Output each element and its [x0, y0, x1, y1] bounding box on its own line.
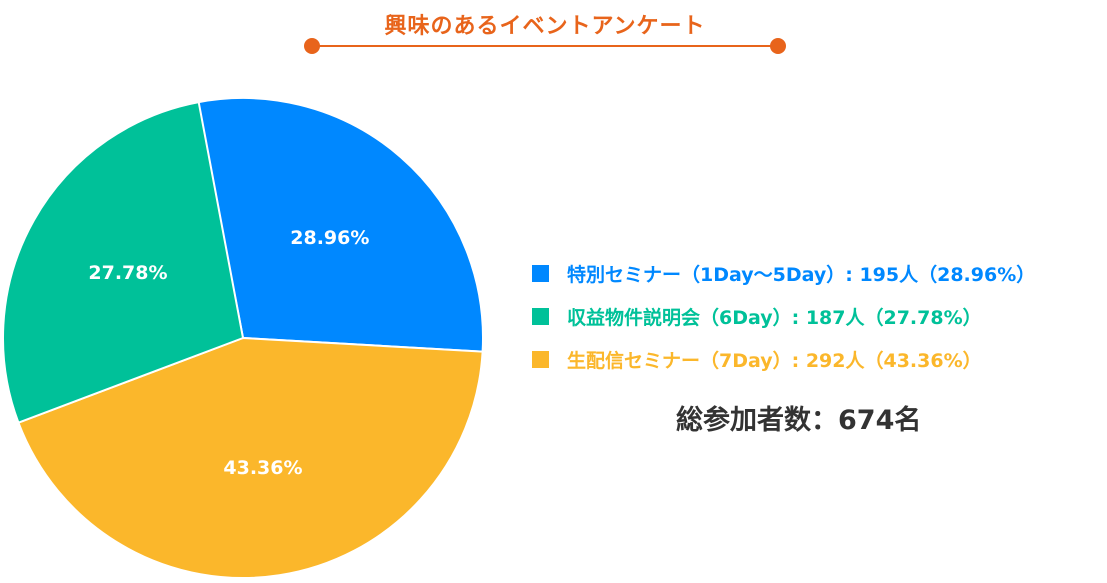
legend-label: 収益物件説明会（6Day）: 187人（27.78%）: [567, 307, 982, 329]
legend-swatch: [532, 265, 549, 282]
chart-title: 興味のあるイベントアンケート: [384, 14, 706, 39]
chart-title-block: 興味のあるイベントアンケート: [300, 4, 790, 54]
title-underline: [312, 45, 778, 47]
slice-label: 28.96%: [290, 227, 369, 249]
pie-slice: [17, 336, 484, 579]
legend-label: 特別セミナー（1Day〜5Day）: 195人（28.96%）: [567, 264, 1036, 286]
legend-label: 生配信セミナー（7Day）: 292人（43.36%）: [567, 350, 982, 372]
legend-swatch: [532, 351, 549, 368]
pie-slice: [2, 100, 245, 424]
title-dot-right: [770, 38, 786, 54]
pie-slice: [196, 97, 484, 353]
legend-item: 生配信セミナー（7Day）: 292人（43.36%）: [532, 338, 1035, 381]
slice-label: 27.78%: [88, 262, 167, 284]
title-dot-left: [304, 38, 320, 54]
legend: 特別セミナー（1Day〜5Day）: 195人（28.96%） 収益物件説明会（…: [532, 252, 1035, 381]
slice-label: 43.36%: [223, 457, 302, 479]
pie-chart: 28.96% 43.36% 27.78%: [2, 97, 484, 579]
legend-swatch: [532, 308, 549, 325]
legend-item: 収益物件説明会（6Day）: 187人（27.78%）: [532, 295, 1035, 338]
total-participants: 総参加者数：674名: [676, 405, 922, 436]
legend-item: 特別セミナー（1Day〜5Day）: 195人（28.96%）: [532, 252, 1035, 295]
